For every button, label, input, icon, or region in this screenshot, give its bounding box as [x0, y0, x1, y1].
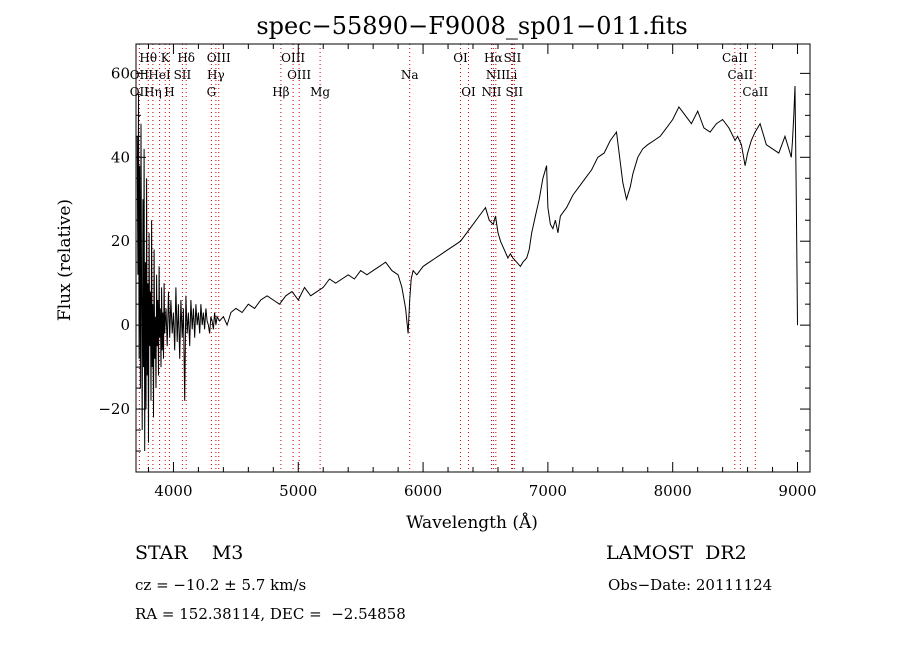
spectral-line-label: OIII [287, 68, 311, 82]
x-axis-label: Wavelength (Å) [406, 512, 538, 533]
spectral-line-label: H [164, 85, 174, 99]
spectral-line-label: CaII [742, 85, 768, 99]
spectral-line-label: CaII [722, 51, 748, 65]
x-tick-label: 9000 [778, 482, 816, 500]
chart-title: spec−55890−F9008_sp01−011.fits [256, 12, 687, 40]
spectral-line-markers [138, 44, 756, 472]
spectral-line-label: Hα [484, 51, 503, 65]
spectral-line-label: OIII [207, 51, 231, 65]
x-tick-labels: 4000 5000 6000 7000 8000 9000 [154, 482, 816, 500]
spectral-line-label: Mg [310, 85, 330, 99]
spectral-line-label: Na [401, 68, 419, 82]
axis-ticks [136, 44, 810, 472]
y-axis-label: Flux (relative) [55, 199, 75, 321]
spectral-line-label: Hδ [177, 51, 195, 65]
plot-frame [135, 43, 811, 473]
spectral-line-label: SII [504, 51, 522, 65]
spectral-line-label: NII [486, 68, 506, 82]
x-tick-label: 5000 [279, 482, 317, 500]
obs-date-label: Obs−Date: 20111124 [608, 576, 773, 594]
survey-label: LAMOST DR2 [606, 542, 747, 564]
spectral-line-label: HeI [148, 68, 171, 82]
spectral-line-label: Hη [144, 85, 162, 99]
spectral-line-label: OI [453, 51, 468, 65]
spectral-line-label: K [161, 51, 171, 65]
spectral-line-label: Hθ [139, 51, 157, 65]
spectral-line-label: Hγ [207, 68, 225, 82]
y-tick-labels: −20 0 20 40 60 [98, 64, 130, 418]
x-tick-label: 4000 [154, 482, 192, 500]
spectral-line-label: SII [505, 85, 523, 99]
spectral-line-label: CaII [727, 68, 753, 82]
x-tick-label: 7000 [529, 482, 567, 500]
y-tick-label: 20 [111, 232, 130, 250]
spectrum-series-line [136, 85, 798, 452]
spectral-line-label: OIII [281, 51, 305, 65]
spectral-line-label: G [207, 85, 217, 99]
spectral-line-label: Li [506, 68, 518, 82]
y-tick-label: 0 [120, 316, 130, 334]
y-tick-label: 60 [111, 64, 130, 82]
spectral-line-label: Hβ [272, 85, 289, 99]
x-tick-label: 6000 [404, 482, 442, 500]
y-tick-label: −20 [98, 400, 130, 418]
spectral-line-label: OI [461, 85, 476, 99]
x-tick-label: 8000 [654, 482, 692, 500]
object-label: STAR M3 [135, 542, 244, 564]
spectral-line-label: OII [130, 68, 150, 82]
spectral-line-label: OII [130, 85, 150, 99]
spectral-line-label: NII [481, 85, 501, 99]
y-tick-label: 40 [111, 148, 130, 166]
spectral-line-label: SII [174, 68, 192, 82]
redshift-label: cz = −10.2 ± 5.7 km/s [135, 576, 307, 594]
coordinates-label: RA = 152.38114, DEC = −2.54858 [135, 605, 406, 623]
